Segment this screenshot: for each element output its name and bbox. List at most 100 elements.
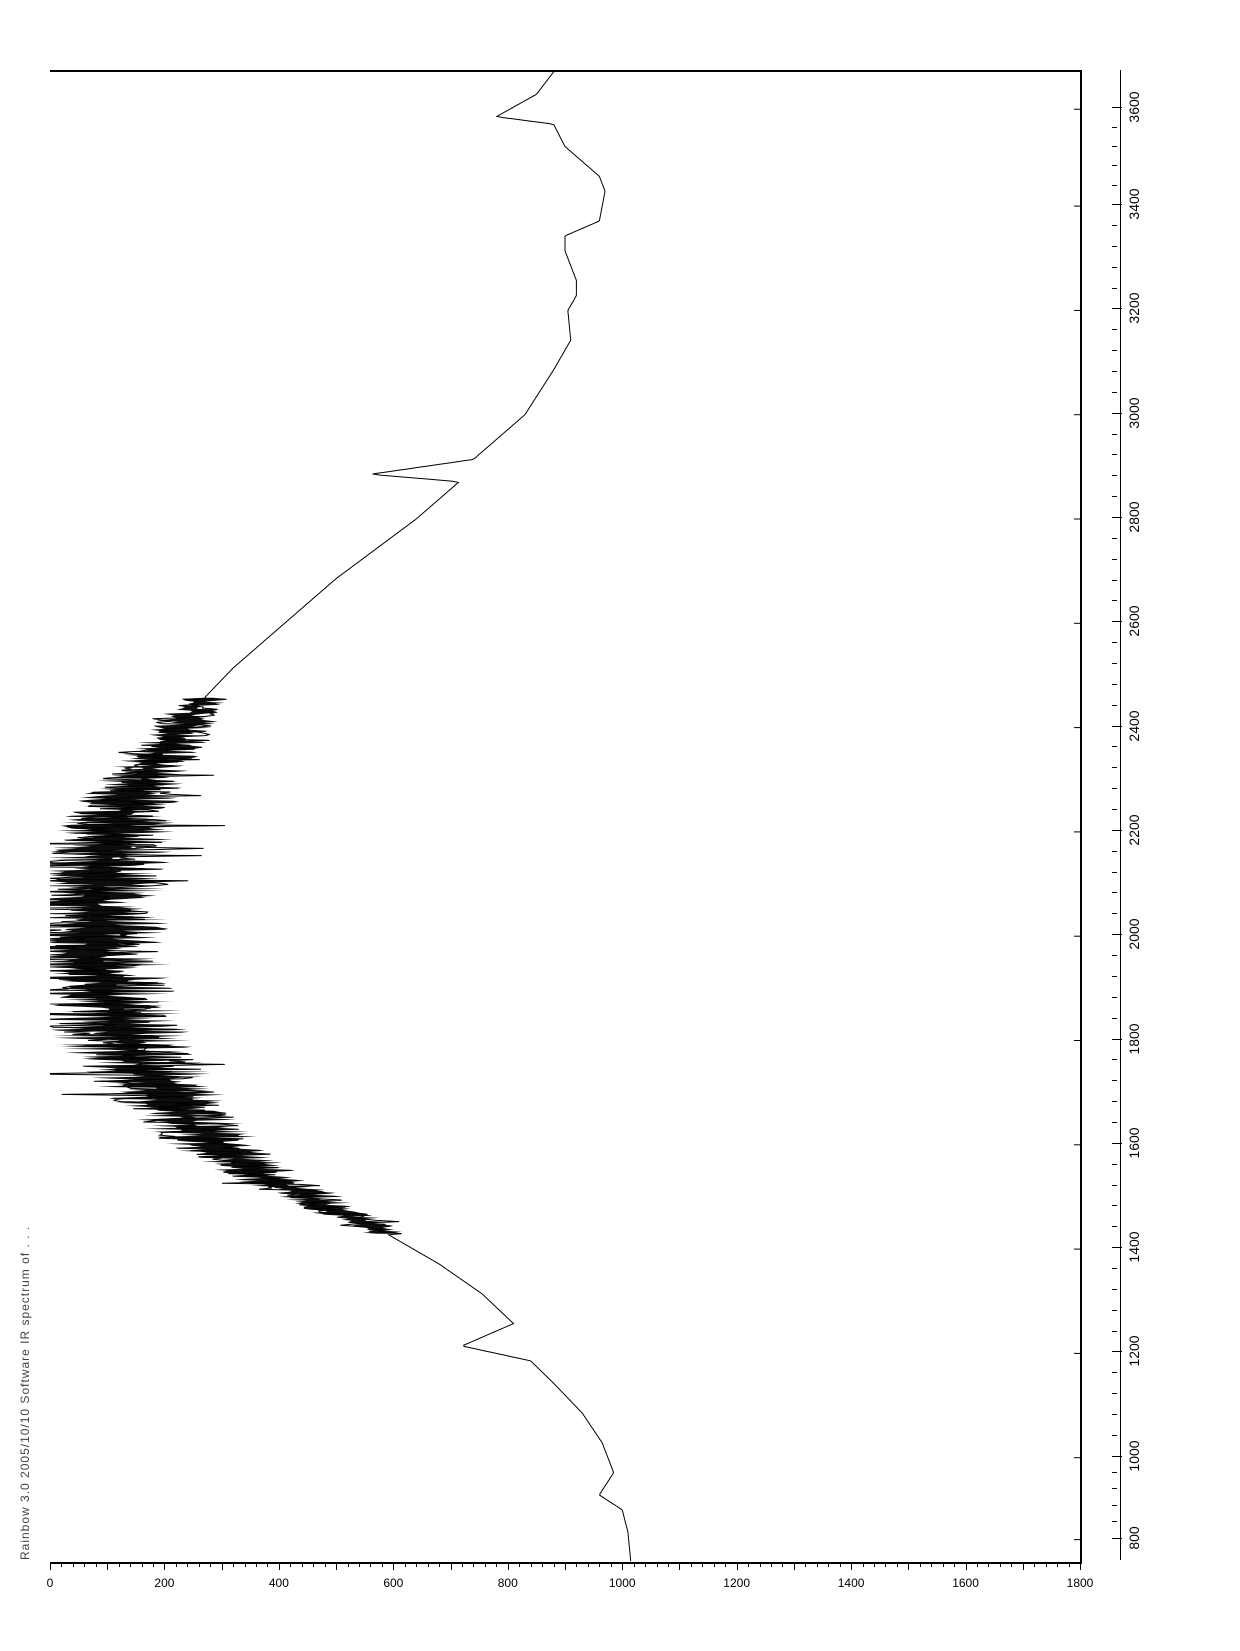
x-minor-tick [874, 1562, 875, 1567]
x-tick [679, 1562, 680, 1570]
wavenumber-label: 2200 [1126, 814, 1142, 845]
x-axis-label: 800 [498, 1576, 518, 1590]
wavenumber-minor-tick [1112, 851, 1117, 852]
x-minor-tick [416, 1562, 417, 1567]
x-minor-tick [1069, 1562, 1070, 1567]
wavenumber-label: 3200 [1126, 293, 1142, 324]
x-minor-tick [370, 1562, 371, 1567]
wavenumber-minor-tick [1112, 146, 1117, 147]
wavenumber-label: 3600 [1126, 92, 1142, 123]
x-axis-label: 1000 [609, 1576, 636, 1590]
wavenumber-label: 800 [1126, 1526, 1142, 1549]
wavenumber-minor-tick [1112, 1268, 1117, 1269]
side-caption: Rainbow 3.0 2005/10/10 Software IR spect… [18, 1226, 32, 1560]
x-minor-tick [782, 1562, 783, 1567]
x-minor-tick [805, 1562, 806, 1567]
wavenumber-minor-tick [1112, 1372, 1117, 1373]
x-minor-tick [725, 1562, 726, 1567]
x-minor-tick [382, 1562, 383, 1567]
wavenumber-minor-tick [1112, 1226, 1117, 1227]
x-minor-tick [233, 1562, 234, 1567]
x-minor-tick [943, 1562, 944, 1567]
wavenumber-minor-tick [1112, 454, 1117, 455]
wavenumber-minor-tick [1112, 267, 1117, 268]
x-minor-tick [1011, 1562, 1012, 1567]
x-minor-tick [176, 1562, 177, 1567]
x-minor-tick [714, 1562, 715, 1567]
wavenumber-label: 1000 [1126, 1440, 1142, 1471]
wavenumber-minor-tick [1112, 788, 1117, 789]
x-minor-tick [359, 1562, 360, 1567]
wavenumber-minor-tick [1112, 872, 1117, 873]
spectrum-curve [50, 72, 631, 1561]
x-minor-tick [61, 1562, 62, 1567]
x-minor-tick [554, 1562, 555, 1567]
x-minor-tick [771, 1562, 772, 1567]
wavenumber-minor-tick [1112, 580, 1117, 581]
x-tick [107, 1562, 108, 1570]
x-axis-label: 400 [269, 1576, 289, 1590]
wavenumber-label: 2800 [1126, 501, 1142, 532]
wavenumber-minor-tick [1112, 127, 1117, 128]
wavenumber-minor-tick [1112, 350, 1117, 351]
x-minor-tick [542, 1562, 543, 1567]
x-minor-tick [439, 1562, 440, 1567]
x-axis-label: 0 [47, 1576, 54, 1590]
wavenumber-minor-tick [1112, 1101, 1117, 1102]
x-minor-tick [828, 1562, 829, 1567]
x-minor-tick [302, 1562, 303, 1567]
x-minor-tick [187, 1562, 188, 1567]
wavenumber-minor-tick [1112, 1122, 1117, 1123]
wavenumber-axis: 3600340032003000280026002400220020001800… [1120, 70, 1180, 1560]
wavenumber-label: 3400 [1126, 189, 1142, 220]
x-tick [451, 1562, 452, 1570]
x-tick [1080, 1562, 1081, 1570]
x-minor-tick [313, 1562, 314, 1567]
x-minor-tick [84, 1562, 85, 1567]
x-minor-tick [611, 1562, 612, 1567]
x-tick [851, 1562, 852, 1570]
wavenumber-minor-tick [1112, 329, 1117, 330]
x-tick [794, 1562, 795, 1570]
wavenumber-minor-tick [1112, 1488, 1117, 1489]
wavenumber-minor-tick [1112, 913, 1117, 914]
spectrum-plot: 020040060080010001200140016001800 [50, 70, 1082, 1564]
wavenumber-minor-tick [1112, 1393, 1117, 1394]
x-tick [966, 1562, 967, 1570]
wavenumber-minor-tick [1112, 1435, 1117, 1436]
x-minor-tick [267, 1562, 268, 1567]
wavenumber-minor-tick [1112, 475, 1117, 476]
x-axis-label: 1200 [723, 1576, 750, 1590]
x-minor-tick [210, 1562, 211, 1567]
x-axis-label: 1800 [1067, 1576, 1094, 1590]
x-minor-tick [290, 1562, 291, 1567]
x-minor-tick [885, 1562, 886, 1567]
wavenumber-minor-tick [1112, 434, 1117, 435]
x-minor-tick [473, 1562, 474, 1567]
x-minor-tick [245, 1562, 246, 1567]
x-tick [565, 1562, 566, 1570]
x-minor-tick [691, 1562, 692, 1567]
x-minor-tick [668, 1562, 669, 1567]
wavenumber-minor-tick [1112, 1310, 1117, 1311]
wavenumber-minor-tick [1112, 538, 1117, 539]
wavenumber-label: 1800 [1126, 1023, 1142, 1054]
x-minor-tick [760, 1562, 761, 1567]
wavenumber-minor-tick [1112, 767, 1117, 768]
x-minor-tick [576, 1562, 577, 1567]
x-tick [908, 1562, 909, 1570]
x-tick [336, 1562, 337, 1570]
x-minor-tick [817, 1562, 818, 1567]
x-minor-tick [931, 1562, 932, 1567]
wavenumber-label: 1400 [1126, 1232, 1142, 1263]
x-minor-tick [988, 1562, 989, 1567]
x-minor-tick [634, 1562, 635, 1567]
x-minor-tick [325, 1562, 326, 1567]
wavenumber-minor-tick [1112, 1059, 1117, 1060]
wavenumber-minor-tick [1112, 1414, 1117, 1415]
x-minor-tick [1046, 1562, 1047, 1567]
x-minor-tick [1057, 1562, 1058, 1567]
wavenumber-minor-tick [1112, 1331, 1117, 1332]
x-minor-tick [519, 1562, 520, 1567]
wavenumber-label: 2400 [1126, 710, 1142, 741]
